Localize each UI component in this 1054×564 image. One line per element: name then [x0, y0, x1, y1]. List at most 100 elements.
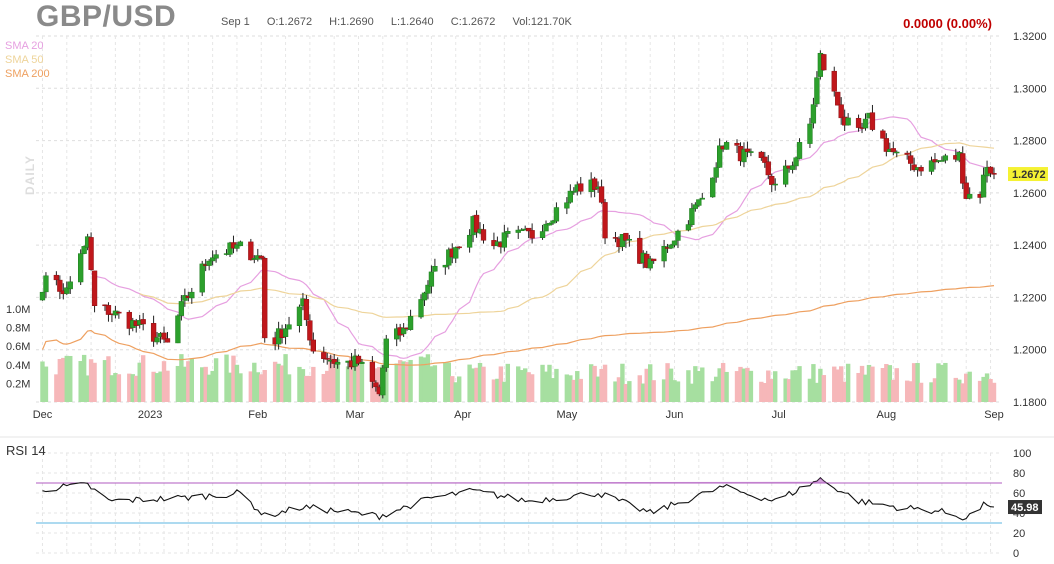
candle-body: [199, 263, 205, 293]
candle-body: [550, 220, 556, 224]
candle-body: [939, 160, 945, 162]
candle-body: [88, 237, 94, 270]
volume-bar: [981, 376, 986, 402]
volume-bar: [359, 361, 365, 402]
candle-body: [359, 362, 365, 364]
candle-body: [904, 152, 910, 155]
candle-body: [43, 275, 49, 293]
volume-bar: [349, 357, 354, 402]
candle-body: [296, 306, 303, 326]
volume-bar: [186, 361, 191, 402]
price-tick-label: 1.2200: [1013, 292, 1047, 304]
volume-bar: [505, 363, 511, 402]
volume-bar: [953, 377, 958, 402]
volume-bar: [859, 365, 865, 402]
candle-body: [248, 241, 254, 261]
candle-body: [234, 244, 240, 249]
volume-bar: [224, 354, 229, 402]
candle-body: [661, 246, 667, 262]
month-tick-label: 2023: [138, 409, 162, 421]
volume-bar: [713, 376, 719, 402]
volume-bar: [786, 379, 792, 402]
volume-bar: [234, 364, 240, 402]
volume-bar: [991, 382, 997, 402]
volume-bar: [259, 374, 264, 402]
volume-bar: [891, 379, 896, 402]
volume-bar: [335, 359, 340, 402]
price-tick-label: 1.2400: [1013, 240, 1047, 252]
candle-body: [598, 186, 605, 203]
volume-bar: [870, 366, 875, 402]
volume-bar: [575, 371, 580, 402]
candle-body: [428, 271, 435, 287]
candle-body: [762, 156, 768, 163]
rsi-tick-label: 20: [1013, 528, 1025, 540]
volume-tick-label: 0.6M: [6, 341, 30, 353]
volume-bar: [522, 368, 528, 402]
volume-bar: [397, 360, 403, 402]
volume-bar: [571, 379, 576, 402]
rsi-line: [42, 477, 995, 521]
volume-bar: [470, 368, 476, 402]
candle-body: [689, 208, 695, 225]
candle-body: [880, 130, 886, 139]
legend-sma-50[interactable]: SMA 50: [5, 54, 44, 66]
candle-body: [855, 118, 862, 128]
volume-bar: [554, 368, 559, 402]
volume-bar: [588, 364, 594, 402]
volume-bar: [675, 381, 681, 402]
volume-bar: [304, 375, 309, 402]
candle-body: [164, 338, 171, 343]
volume-bar: [429, 366, 434, 402]
volume-bar: [651, 380, 656, 402]
candle-body: [612, 237, 619, 239]
candle-body: [647, 258, 653, 269]
volume-bar: [210, 370, 215, 402]
volume-bar: [759, 381, 764, 402]
candle-body: [696, 199, 702, 206]
rsi-tick-label: 60: [1013, 488, 1025, 500]
price-tick-label: 1.2000: [1013, 345, 1047, 357]
volume-bar: [915, 362, 920, 402]
volume-bar: [856, 372, 861, 402]
volume-bar: [842, 381, 847, 402]
volume-bar: [182, 366, 188, 402]
volume-bar: [745, 367, 750, 402]
candle-body: [182, 295, 188, 301]
volume-bar: [491, 379, 497, 402]
candle-body: [623, 232, 629, 241]
candle-body: [355, 355, 362, 364]
candle-body: [782, 165, 789, 185]
volume-bar: [807, 378, 813, 402]
volume-bar: [231, 355, 236, 402]
volume-bar: [165, 370, 170, 402]
candle-body: [81, 246, 87, 254]
volume-bar: [331, 358, 337, 402]
volume-bar: [977, 380, 983, 402]
volume-bar: [550, 378, 556, 402]
candle-body: [692, 204, 698, 209]
candle-body: [543, 223, 549, 232]
volume-bar: [964, 373, 969, 402]
ohlc-high: H:1.2690: [329, 16, 374, 28]
rsi-last-label: 45.98: [1011, 502, 1039, 514]
candle-body: [262, 257, 268, 339]
candle-body: [425, 284, 431, 294]
volume-bar: [213, 358, 219, 402]
candle-body: [227, 242, 233, 255]
legend-sma-20[interactable]: SMA 20: [5, 40, 44, 52]
volume-bar: [595, 376, 601, 402]
volume-bar: [113, 373, 118, 402]
volume-bar: [321, 373, 326, 402]
candle-body: [442, 264, 448, 268]
sma-20-line: [90, 116, 995, 359]
candle-body: [963, 182, 969, 199]
volume-bar: [661, 379, 667, 402]
candle-body: [571, 191, 577, 193]
volume-bar: [64, 355, 69, 402]
candle-body: [67, 281, 73, 290]
candle-body: [446, 249, 452, 266]
legend-sma-200[interactable]: SMA 200: [5, 68, 50, 80]
volume-bar: [200, 367, 205, 402]
candle-body: [626, 239, 633, 241]
